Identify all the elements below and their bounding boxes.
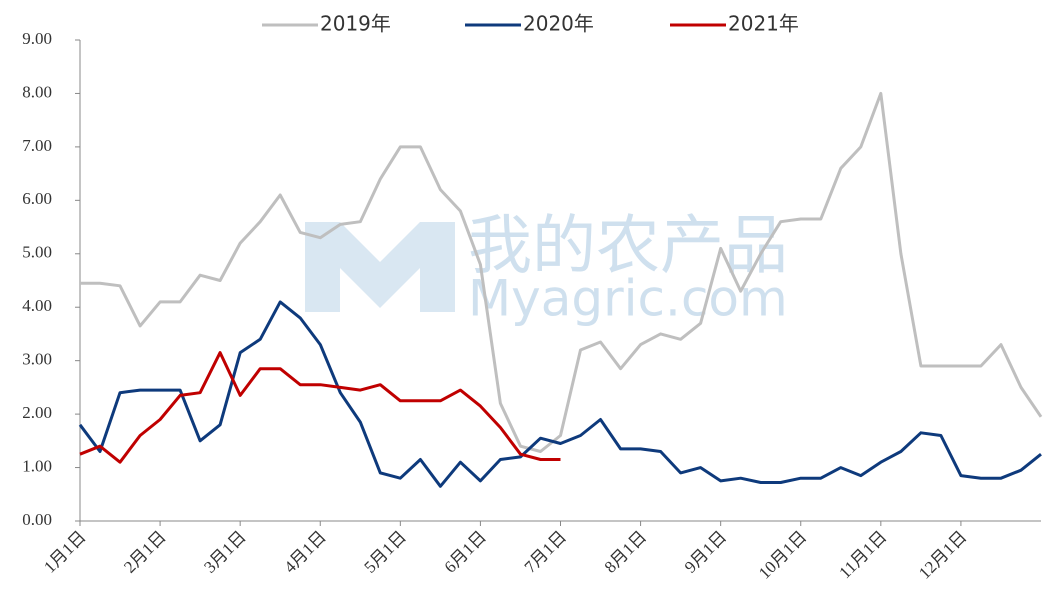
x-tick-label: 7月1日 (521, 527, 570, 576)
series-line (79, 351, 561, 464)
y-tick-label: 7.00 (22, 136, 52, 155)
watermark: Myagric.com (468, 270, 788, 328)
x-tick-label: 4月1日 (280, 527, 329, 576)
x-tick-label: 3月1日 (200, 527, 249, 576)
x-tick-label: 6月1日 (441, 527, 490, 576)
series-line (78, 300, 1042, 488)
x-tick-label: 2月1日 (120, 527, 169, 576)
y-tick-label: 5.00 (22, 243, 52, 262)
y-tick-label: 9.00 (22, 29, 52, 48)
x-tick-label: 12月1日 (915, 527, 971, 583)
watermark: 我的农产品 (468, 210, 788, 284)
y-tick-label: 6.00 (22, 189, 52, 208)
x-tick-label: 10月1日 (755, 527, 811, 583)
x-tick-label: 11月1日 (835, 527, 890, 582)
x-tick-label: 8月1日 (601, 527, 650, 576)
y-tick-label: 8.00 (22, 82, 52, 101)
y-tick-label: 0.00 (22, 510, 52, 529)
legend-label: 2019年 (320, 12, 391, 36)
series-line (80, 91, 1043, 453)
y-tick-label: 4.00 (22, 296, 52, 315)
x-tick-label: 5月1日 (360, 527, 409, 576)
x-tick-label: 1月1日 (40, 527, 89, 576)
y-tick-label: 3.00 (22, 350, 52, 369)
legend-label: 2021年 (728, 12, 799, 36)
x-tick-label: 9月1日 (681, 527, 730, 576)
watermark-logo (305, 222, 455, 312)
legend-label: 2020年 (523, 12, 594, 36)
y-tick-label: 2.00 (22, 403, 52, 422)
y-tick-label: 1.00 (22, 456, 52, 475)
